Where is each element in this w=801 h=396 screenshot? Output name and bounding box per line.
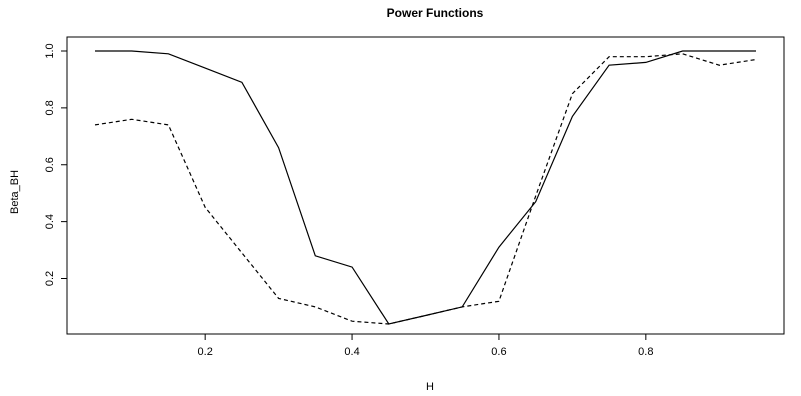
x-tick-label: 0.4	[344, 346, 359, 358]
series-group	[94, 50, 757, 325]
y-axis-label: Beta_BH	[9, 170, 21, 214]
y-tick-label: 0.8	[44, 100, 56, 115]
y-tick-label: 0.2	[44, 271, 56, 286]
series-line-solid	[95, 50, 756, 325]
y-tick-label: 1.0	[44, 43, 56, 58]
series-line-dashed	[94, 53, 757, 325]
x-tick-label: 0.6	[491, 346, 506, 358]
y-axis: 0.2 0.4 0.6 0.8 1.0	[44, 43, 67, 286]
y-tick-label: 0.6	[44, 157, 56, 172]
plot-frame	[66, 36, 785, 335]
x-tick-label: 0.8	[638, 346, 653, 358]
chart-title: Power Functions	[387, 6, 484, 20]
x-axis: 0.2 0.4 0.6 0.8	[198, 334, 653, 358]
y-tick-label: 0.4	[44, 214, 56, 229]
x-axis-label: H	[426, 381, 434, 393]
x-tick-label: 0.2	[198, 346, 213, 358]
